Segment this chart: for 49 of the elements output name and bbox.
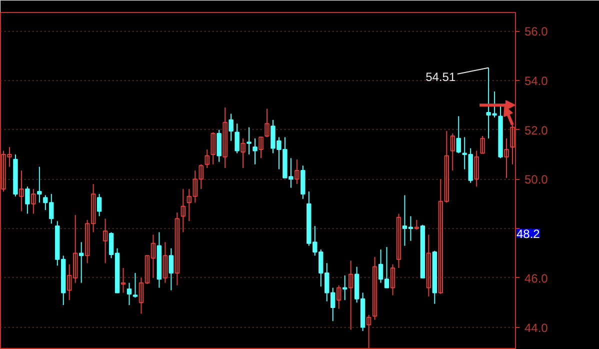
candlestick bbox=[474, 150, 479, 188]
candlestick bbox=[162, 242, 168, 284]
candlestick bbox=[240, 138, 246, 169]
candlestick bbox=[456, 116, 461, 154]
candlestick bbox=[210, 132, 216, 165]
candlestick bbox=[102, 218, 108, 264]
candlestick bbox=[252, 138, 258, 165]
candlestick bbox=[342, 274, 348, 301]
candlestick bbox=[504, 138, 509, 178]
candlestick bbox=[120, 268, 126, 294]
annotation: 54.51 bbox=[426, 70, 456, 84]
candlestick bbox=[96, 193, 102, 217]
y-tick-label: 56.0 bbox=[524, 24, 548, 39]
candlestick bbox=[336, 284, 342, 310]
candlestick bbox=[222, 107, 228, 169]
y-tick-label: 46.0 bbox=[524, 271, 548, 286]
candlestick bbox=[19, 170, 24, 212]
candlestick bbox=[264, 108, 270, 138]
candlestick bbox=[258, 136, 264, 159]
candlestick bbox=[294, 158, 300, 185]
candlestick bbox=[414, 219, 420, 230]
candlestick bbox=[234, 123, 240, 154]
candlestick bbox=[204, 149, 210, 169]
candlestick bbox=[300, 165, 306, 200]
y-tick-label: 50.0 bbox=[524, 172, 548, 187]
candlestick bbox=[450, 132, 455, 172]
candlestick bbox=[480, 135, 485, 154]
candlestick bbox=[78, 242, 84, 284]
candlestick bbox=[348, 260, 354, 330]
candlestick bbox=[31, 188, 36, 214]
candlestick bbox=[246, 126, 252, 155]
candlestick bbox=[180, 188, 186, 233]
y-tick-label: 44.0 bbox=[524, 320, 548, 335]
candlestick bbox=[216, 129, 222, 162]
candlestick bbox=[228, 113, 234, 142]
y-tick-label: 54.0 bbox=[524, 74, 548, 88]
candlestick bbox=[25, 186, 30, 214]
candlestick bbox=[37, 166, 42, 204]
candlestick bbox=[366, 314, 372, 349]
candlestick bbox=[174, 212, 180, 286]
candlestick bbox=[426, 234, 432, 297]
candlestick bbox=[396, 213, 402, 269]
y-tick-label: 52.0 bbox=[524, 123, 548, 138]
text: 48.2 bbox=[516, 227, 540, 242]
candlestick bbox=[132, 272, 138, 298]
candlestick bbox=[168, 248, 174, 291]
candlestick bbox=[126, 282, 132, 306]
candlestick bbox=[390, 264, 396, 296]
candlestick bbox=[372, 256, 378, 320]
